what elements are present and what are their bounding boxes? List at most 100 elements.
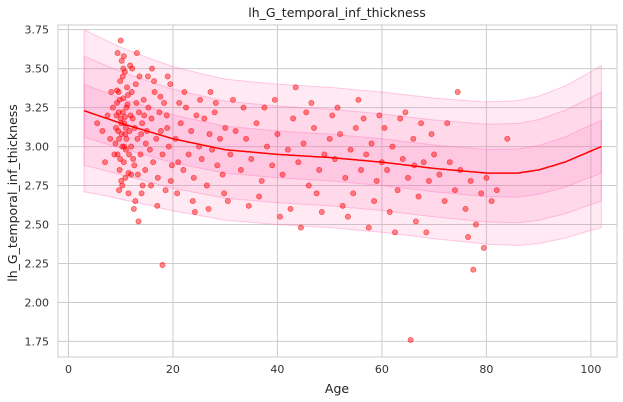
data-point <box>493 187 500 194</box>
data-point <box>107 135 114 142</box>
data-point <box>381 124 388 131</box>
data-point <box>227 151 234 158</box>
data-point <box>139 120 146 127</box>
data-point <box>363 151 370 158</box>
data-point <box>462 205 469 212</box>
data-point <box>444 120 451 127</box>
data-point <box>365 224 372 231</box>
data-point <box>157 128 164 134</box>
data-point <box>308 99 315 106</box>
data-point <box>326 135 333 142</box>
data-point <box>120 53 127 60</box>
data-point <box>140 96 147 103</box>
x-axis-ticks: 0 20 40 60 80 100 <box>65 363 601 376</box>
data-point <box>190 174 197 181</box>
data-point <box>128 89 135 95</box>
data-point <box>138 190 145 197</box>
data-point <box>161 99 168 106</box>
data-point <box>134 171 141 178</box>
data-point <box>472 221 479 228</box>
data-point <box>219 171 226 178</box>
data-point <box>344 213 351 220</box>
data-point <box>454 89 461 95</box>
data-point <box>181 89 188 95</box>
data-point <box>135 218 142 225</box>
data-point <box>504 135 511 142</box>
data-point <box>151 89 158 95</box>
y-axis-ticks: 1.75 2.00 2.25 2.50 2.75 3.00 3.25 3.50 3.75 <box>25 24 50 349</box>
data-point <box>167 177 174 184</box>
data-point <box>360 115 367 122</box>
data-point <box>329 112 336 119</box>
data-point <box>256 193 263 200</box>
trend-line <box>83 109 602 174</box>
data-point <box>240 104 247 111</box>
data-point <box>394 187 401 194</box>
data-point <box>465 234 472 240</box>
data-point <box>203 182 210 189</box>
data-point <box>133 99 140 106</box>
data-point <box>113 112 120 119</box>
data-point <box>311 124 317 131</box>
data-point <box>165 143 172 150</box>
data-point <box>133 50 140 57</box>
data-point <box>177 120 184 127</box>
data-point <box>185 151 192 158</box>
data-point <box>224 198 231 205</box>
data-point <box>313 190 320 197</box>
data-point <box>119 109 126 116</box>
data-point <box>205 205 212 212</box>
data-point <box>197 96 204 103</box>
data-point <box>128 143 135 150</box>
data-point <box>418 120 425 127</box>
data-point <box>142 167 149 173</box>
data-point <box>290 115 297 122</box>
data-point <box>145 104 152 111</box>
data-point <box>188 128 195 134</box>
data-point <box>116 167 123 173</box>
data-point <box>483 174 490 181</box>
data-point <box>352 124 359 131</box>
data-point <box>193 112 200 119</box>
data-point <box>153 135 160 142</box>
data-point <box>129 115 136 122</box>
data-point <box>99 128 106 134</box>
data-point <box>342 174 349 181</box>
x-tick-label: 20 <box>166 363 180 376</box>
data-point <box>201 115 208 122</box>
data-point <box>113 124 119 131</box>
data-point <box>131 162 138 169</box>
data-point <box>117 37 124 44</box>
x-tick-label: 40 <box>270 363 284 376</box>
data-point <box>109 104 116 111</box>
data-point <box>134 135 141 142</box>
data-point <box>402 109 409 116</box>
data-point <box>137 151 144 158</box>
data-point <box>191 209 198 215</box>
data-point <box>292 84 299 91</box>
data-point <box>389 143 396 150</box>
data-points <box>94 37 511 343</box>
data-point <box>303 109 310 116</box>
data-point <box>339 202 346 209</box>
data-point <box>269 162 276 169</box>
data-point <box>350 190 357 197</box>
data-point <box>176 99 183 106</box>
data-point <box>130 205 137 212</box>
data-point <box>121 114 128 120</box>
data-point <box>222 124 229 131</box>
grid <box>58 25 617 357</box>
data-point <box>452 187 458 194</box>
data-point <box>124 101 131 108</box>
data-point <box>117 156 124 162</box>
x-axis-label: Age <box>325 381 349 396</box>
data-point <box>428 131 435 138</box>
data-point <box>407 336 414 343</box>
data-point <box>198 156 205 162</box>
data-point <box>237 167 244 173</box>
data-point <box>214 162 221 169</box>
data-point <box>119 73 126 80</box>
data-point <box>116 135 123 142</box>
data-point <box>334 104 341 111</box>
